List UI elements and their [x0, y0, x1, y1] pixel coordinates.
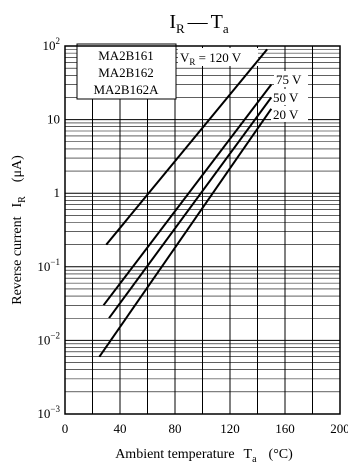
series-line-1 [105, 48, 268, 246]
series-label-20v: 20 V [273, 107, 299, 122]
y-tick-label: 102 [43, 36, 61, 53]
title-second-subscript: a [223, 21, 229, 36]
series-label-50v: 50 V [273, 90, 299, 105]
x-axis-label-subscript: a [252, 454, 257, 465]
y-tick-label-base: 10 [37, 259, 50, 274]
device-name-2: MA2B162 [98, 65, 154, 80]
series-label-bg-75v [274, 71, 308, 87]
y-tick-label: 10 [47, 112, 60, 127]
x-axis-label-unit: (°C) [269, 447, 294, 462]
y-tick-label-base: 1 [54, 185, 61, 200]
device-name-1: MA2B161 [98, 48, 154, 63]
y-tick-label: 10−3 [37, 404, 60, 421]
y-axis-label-text: Reverse current [10, 216, 25, 304]
y-tick-label-exponent: −2 [50, 330, 60, 340]
y-axis-label-unit: (μA) [10, 155, 25, 182]
series-label-bg-20v [271, 106, 308, 122]
series-label-75v: 75 V [276, 72, 302, 87]
series-line-4 [98, 108, 273, 358]
x-tick-label: 200 [330, 421, 348, 436]
x-tick-label: 40 [114, 421, 127, 436]
y-tick-label-exponent: −1 [50, 257, 60, 267]
series-line-2 [102, 83, 273, 306]
x-axis-label-text: Ambient temperature [115, 447, 234, 462]
plot-frame [64, 45, 341, 415]
y-tick-label-exponent: 2 [56, 36, 61, 46]
x-tick-label: 0 [62, 421, 69, 436]
x-axis-label-symbol: T [244, 447, 253, 462]
title-main: I [169, 11, 176, 33]
y-tick-label-base: 10 [37, 332, 50, 347]
y-tick-label-base: 10 [47, 112, 60, 127]
series-lines [98, 48, 273, 358]
title-second: T [211, 11, 223, 33]
title-dash: — [187, 11, 209, 33]
y-axis-label: Reverse current IR (μA) [10, 155, 28, 305]
x-tick-label: 120 [220, 421, 240, 436]
y-tick-label: 1 [54, 185, 61, 200]
y-tick-label-base: 10 [43, 38, 56, 53]
x-tick-labels: 0 40 80 120 160 200 [62, 421, 348, 436]
x-tick-label: 160 [275, 421, 295, 436]
series-label-120v: VR = 120 V [180, 50, 242, 67]
device-legend-box [76, 43, 177, 100]
title-main-subscript: R [176, 21, 185, 36]
series-label-bg-120v [178, 48, 258, 66]
series-line-3 [108, 96, 273, 319]
device-name-3: MA2B162A [93, 82, 159, 97]
series-label-bg-50v [271, 89, 308, 105]
series-label-120v-value: = 120 V [195, 50, 241, 65]
chart-title: IR — Ta [169, 11, 229, 36]
y-axis-label-symbol: I [10, 203, 25, 208]
series-label-120v-symbol: V [180, 50, 190, 65]
y-tick-label-base: 10 [37, 406, 50, 421]
y-tick-label: 10−1 [37, 257, 60, 274]
x-axis-label: Ambient temperature Ta (°C) [115, 447, 293, 465]
x-tick-label: 80 [169, 421, 182, 436]
y-tick-label-exponent: −3 [50, 404, 60, 414]
y-tick-label: 10−2 [37, 330, 60, 347]
series-label-120v-subscript: R [189, 57, 195, 67]
y-axis-label-subscript: R [17, 196, 28, 203]
